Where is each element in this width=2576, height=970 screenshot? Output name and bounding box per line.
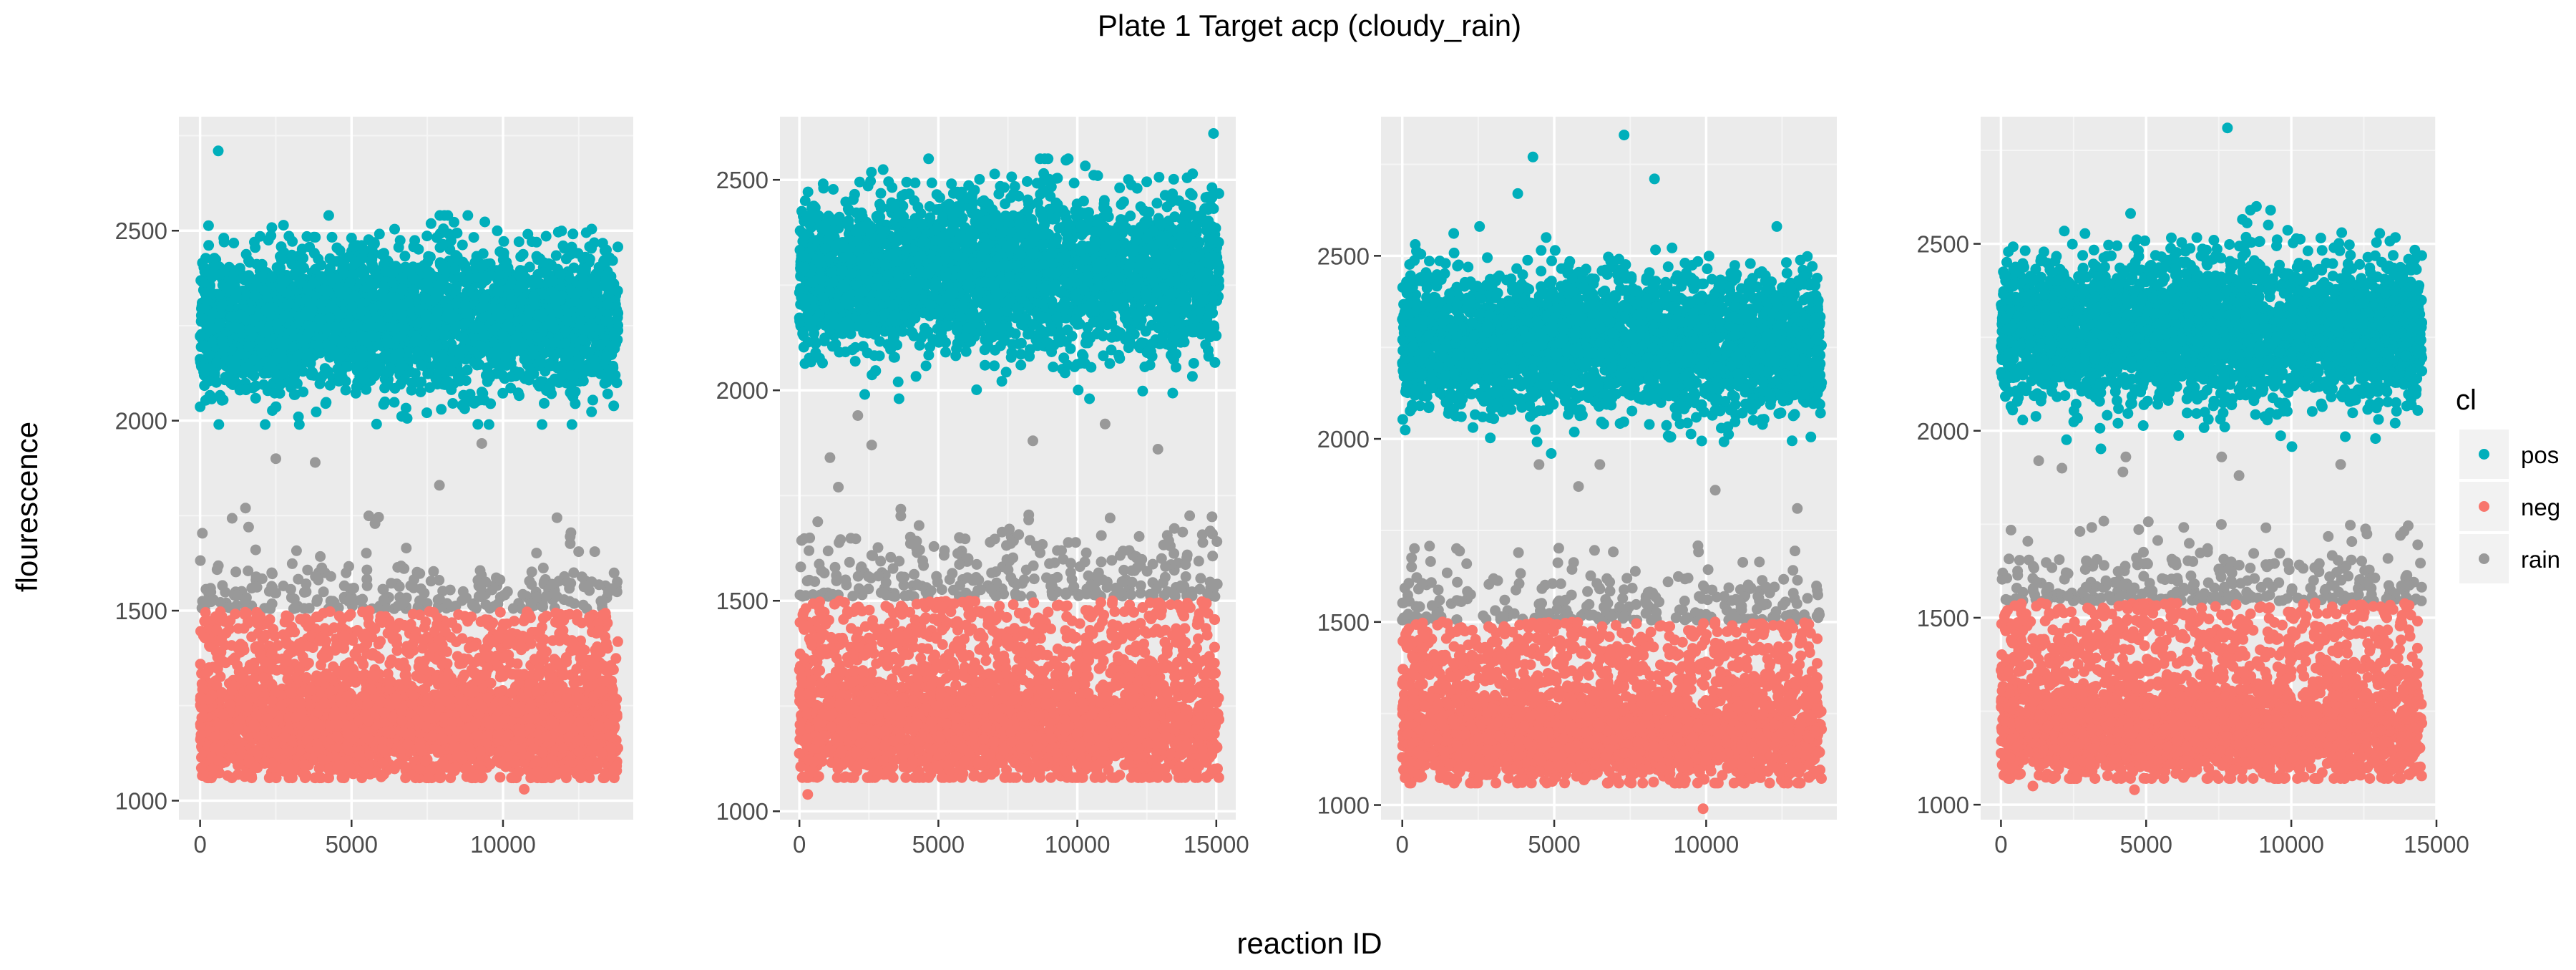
point-rain bbox=[326, 571, 336, 582]
point-rain bbox=[357, 594, 368, 605]
point-rain bbox=[508, 603, 519, 614]
point-rain bbox=[316, 563, 327, 573]
point-rain bbox=[527, 566, 537, 577]
point-rain bbox=[547, 579, 557, 590]
point-rain bbox=[243, 566, 253, 576]
point-rain bbox=[538, 563, 549, 573]
point-rain bbox=[476, 583, 487, 594]
point-rain bbox=[230, 566, 241, 577]
point-rain bbox=[541, 591, 552, 601]
point-rain bbox=[250, 545, 261, 556]
x-axis-label: reaction ID bbox=[1236, 926, 1382, 960]
point-rain bbox=[379, 595, 389, 606]
point-rain bbox=[361, 574, 372, 585]
point-rain bbox=[565, 578, 576, 588]
point-rain bbox=[339, 581, 350, 591]
point-rain bbox=[590, 546, 600, 557]
point-rain bbox=[552, 513, 562, 523]
y-axis-label: flourescence bbox=[10, 422, 44, 592]
point-rain bbox=[329, 597, 340, 608]
point-rain bbox=[409, 574, 419, 585]
point-rain bbox=[252, 582, 263, 593]
point-rain bbox=[595, 596, 606, 606]
point-rain bbox=[318, 586, 329, 597]
point-rain bbox=[565, 596, 575, 607]
point-rain bbox=[461, 593, 472, 603]
point-rain bbox=[197, 528, 208, 538]
point-rain bbox=[499, 590, 510, 601]
point-rain bbox=[577, 571, 587, 582]
point-rain bbox=[270, 588, 280, 598]
point-rain bbox=[212, 564, 223, 575]
point-rain bbox=[524, 576, 535, 586]
point-neg bbox=[452, 623, 462, 634]
point-rain bbox=[603, 587, 614, 598]
point-rain bbox=[587, 576, 597, 587]
point-rain bbox=[475, 566, 486, 576]
point-rain bbox=[287, 558, 298, 569]
point-rain bbox=[286, 584, 296, 595]
point-rain bbox=[468, 601, 479, 611]
point-rain bbox=[386, 578, 396, 588]
point-rain bbox=[361, 548, 372, 558]
point-rain bbox=[266, 568, 277, 578]
point-rain bbox=[267, 598, 278, 609]
point-rain bbox=[494, 574, 505, 585]
point-rain bbox=[573, 546, 584, 557]
point-rain bbox=[348, 583, 359, 593]
point-rain bbox=[517, 589, 528, 600]
chart-title: Plate 1 Target acp (cloudy_rain) bbox=[1098, 9, 1521, 42]
point-rain bbox=[301, 586, 311, 597]
point-rain bbox=[401, 543, 411, 553]
point-rain bbox=[232, 590, 243, 601]
point-rain bbox=[551, 591, 562, 602]
point-rain bbox=[565, 531, 575, 542]
point-rain bbox=[396, 561, 406, 571]
point-rain bbox=[215, 597, 226, 608]
point-rain bbox=[341, 568, 351, 578]
point-rain bbox=[434, 575, 444, 586]
point-rain bbox=[344, 594, 355, 605]
point-rain bbox=[241, 592, 252, 603]
point-rain bbox=[361, 565, 372, 576]
point-rain bbox=[392, 601, 403, 611]
point-rain bbox=[205, 587, 216, 598]
point-rain bbox=[370, 518, 381, 529]
point-rain bbox=[291, 545, 302, 556]
point-neg bbox=[494, 772, 505, 782]
point-rain bbox=[434, 594, 445, 605]
point-rain bbox=[298, 603, 309, 613]
point-rain bbox=[200, 598, 210, 608]
point-rain bbox=[531, 548, 542, 558]
point-rain bbox=[195, 556, 206, 566]
point-rain bbox=[419, 588, 429, 598]
point-rain bbox=[220, 587, 230, 598]
point-rain bbox=[609, 568, 620, 578]
point-rain bbox=[315, 551, 326, 562]
point-rain bbox=[227, 513, 238, 524]
point-rain bbox=[310, 571, 321, 582]
